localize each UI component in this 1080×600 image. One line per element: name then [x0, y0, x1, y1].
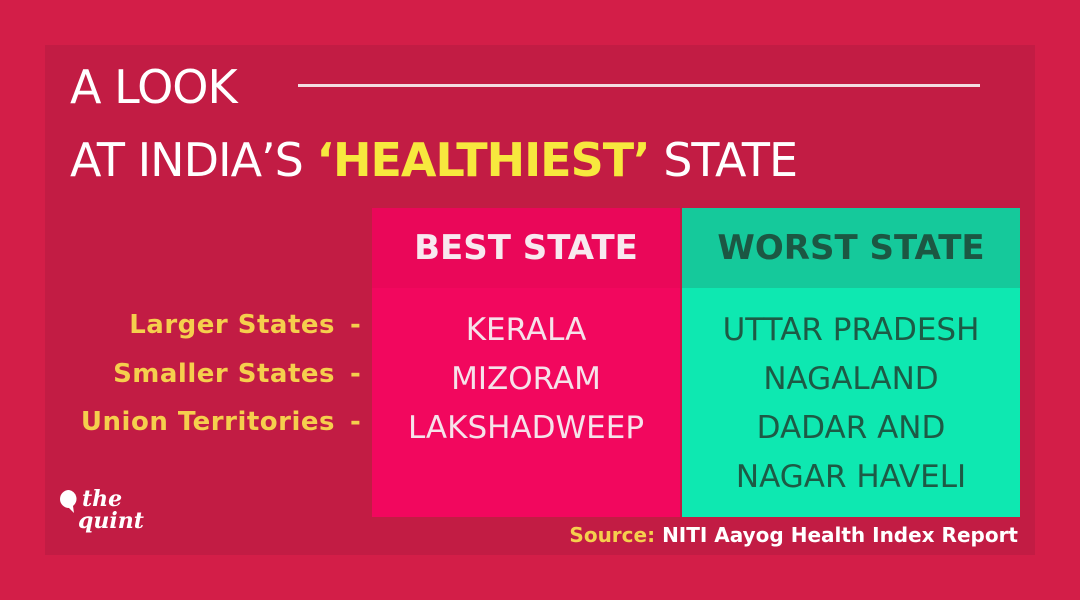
logo-icon [60, 490, 77, 513]
row-dash: - [350, 310, 361, 340]
title-line: AT INDIA’S ‘HEALTHIEST’ STATE [70, 133, 798, 187]
entry: UTTAR PRADESH [722, 312, 980, 348]
source-label: Source: [569, 523, 656, 547]
column-entries: KERALA MIZORAM LAKSHADWEEP [372, 306, 680, 453]
column-header: WORST STATE [682, 208, 1020, 288]
row-label: Union Territories [80, 407, 335, 437]
entry: MIZORAM [451, 361, 601, 397]
title-text: STATE [663, 133, 798, 187]
source-text: NITI Aayog Health Index Report [662, 523, 1018, 547]
column-entries: UTTAR PRADESH NAGALAND DADAR AND NAGAR H… [682, 306, 1020, 502]
logo-text: quint [78, 508, 144, 534]
logo: the quint [60, 488, 144, 532]
title-text: A LOOK [70, 60, 238, 114]
entry: DADAR AND NAGAR HAVELI [735, 410, 967, 495]
logo-text: the [82, 486, 123, 512]
row-dash: - [350, 359, 361, 389]
title-text: AT INDIA’S [70, 133, 304, 187]
column-header: BEST STATE [372, 208, 680, 288]
title-line: A LOOK [70, 60, 238, 114]
row-dash: - [350, 407, 361, 437]
row-label: Larger States [129, 310, 335, 340]
title-highlight: ‘HEALTHIEST’ [316, 133, 651, 187]
entry: LAKSHADWEEP [407, 410, 645, 446]
title-rule [298, 84, 980, 87]
row-label: Smaller States [113, 359, 335, 389]
entry: KERALA [465, 312, 587, 348]
best-column: BEST STATE KERALA MIZORAM LAKSHADWEEP [372, 208, 680, 517]
source: Source: NITI Aayog Health Index Report [569, 523, 1018, 547]
entry: NAGALAND [763, 361, 939, 397]
worst-column: WORST STATE UTTAR PRADESH NAGALAND DADAR… [682, 208, 1020, 517]
